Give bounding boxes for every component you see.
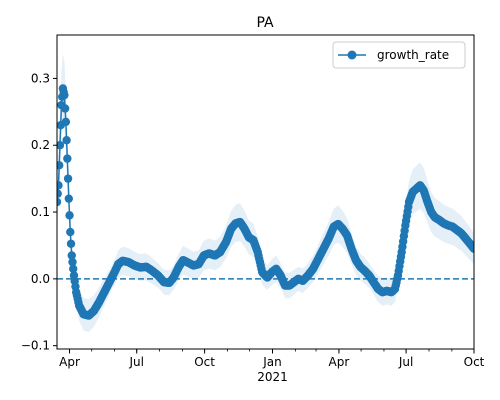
data-point [65,211,74,220]
y-axis: −0.1 0.0 0.1 0.2 0.3 [21,71,57,353]
y-tick-label: 0.3 [31,71,50,85]
data-point [69,264,78,274]
data-point [60,90,69,100]
legend-entry-growth-rate: growth_rate [377,48,449,62]
x-tick-label: Jul [398,355,413,369]
data-point [63,174,73,183]
x-tick-label: Jul [128,355,143,369]
data-point [57,141,65,150]
data-point [62,136,71,145]
data-point [68,257,77,267]
data-point [63,154,72,163]
chart-title: PA [256,15,274,31]
x-tick-label: Apr [59,355,80,369]
data-point [60,104,70,113]
y-tick-label: 0.1 [31,205,50,219]
x-tick-label: Apr [329,355,350,369]
y-tick-label: 0.2 [31,138,50,152]
legend-marker-swatch [347,50,357,60]
x-axis: Apr Jul Oct Jan Apr Jul Oct 2021 [59,349,485,384]
series-layer [57,84,474,320]
y-tick-label: 0.0 [31,272,50,286]
data-point [66,227,75,237]
data-point [57,161,64,170]
data-point [469,244,474,253]
data-point [61,117,71,127]
x-tick-label: Jan [262,355,282,369]
legend-box [332,41,466,69]
data-point [67,251,76,260]
data-point [66,239,76,248]
x-tick-label: Oct [464,355,485,369]
data-point [57,197,62,207]
x-tick-label: Oct [194,355,215,369]
data-point [57,189,62,198]
x-year-label: 2021 [257,370,288,384]
axes-frame [56,34,475,350]
data-point [64,194,74,203]
data-point [57,181,63,190]
legend: growth_rate [332,41,466,69]
y-tick-label: −0.1 [21,339,50,353]
plot-area [57,53,474,333]
